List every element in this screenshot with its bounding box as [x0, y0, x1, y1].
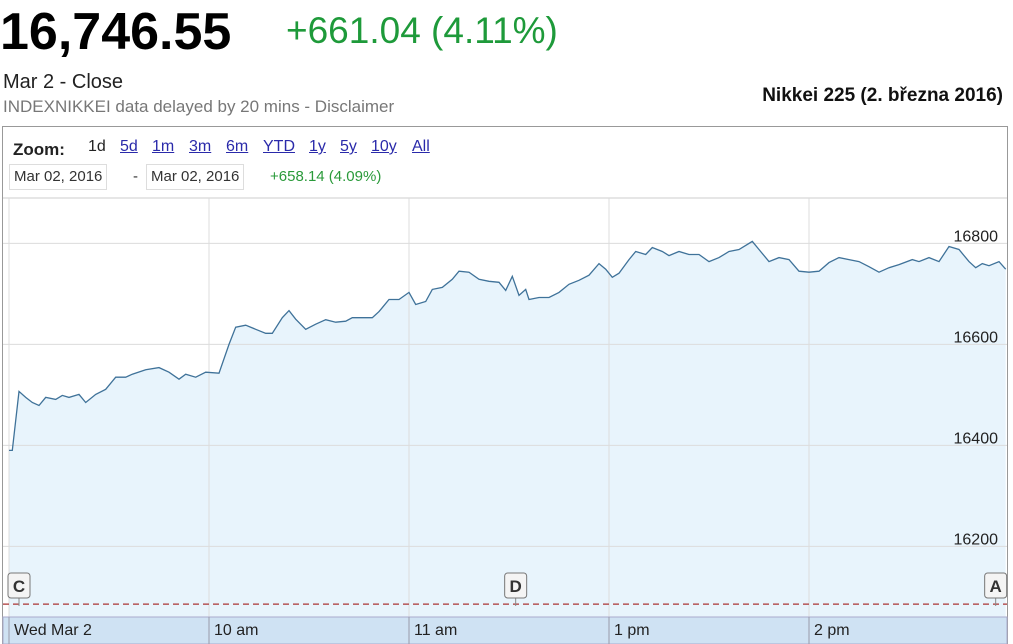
zoom-option[interactable]: 6m [226, 138, 249, 155]
zoom-option[interactable]: 3m [189, 138, 212, 155]
zoom-option[interactable]: All [412, 138, 430, 155]
zoom-option[interactable]: 5d [120, 138, 138, 155]
zoom-option[interactable]: 5y [340, 138, 357, 155]
area [9, 241, 1006, 617]
flag-label: C [13, 577, 25, 596]
zoom-option[interactable]: 1y [309, 138, 326, 155]
price-change: +661.04 (4.11%) [286, 10, 558, 51]
flag-label: A [990, 577, 1002, 596]
flag [504, 572, 528, 599]
y-tick-label: 16800 [954, 228, 999, 245]
caption: Nikkei 225 (2. března 2016) [762, 85, 1003, 106]
x-tick-label: 10 am [214, 622, 258, 639]
x-tick-label: 1 pm [614, 622, 650, 639]
chart-frame [2, 126, 1008, 644]
date-from[interactable]: Mar 02, 2016 [9, 164, 108, 190]
session: Mar 2 - Close [3, 71, 124, 93]
range-change: +658.14 (4.09%) [270, 168, 382, 185]
flag [984, 572, 1008, 599]
source: INDEXNIKKEI data delayed by 20 mins - Di… [3, 97, 395, 116]
zoom-option[interactable]: YTD [263, 138, 295, 155]
zoom-label: Zoom: [13, 140, 65, 159]
date-separator: - [133, 168, 138, 185]
y-tick-label: 16400 [954, 430, 999, 447]
zoom-option[interactable]: 10y [371, 138, 397, 155]
price: 16,746.55 [0, 3, 232, 61]
flag [7, 572, 31, 599]
y-tick-label: 16200 [954, 531, 999, 548]
x-tick-label: 11 am [414, 622, 457, 639]
x-axis-band [2, 616, 1008, 644]
date-to[interactable]: Mar 02, 2016 [146, 164, 245, 190]
price-line [9, 240, 1007, 452]
y-tick-label: 16600 [954, 329, 999, 346]
zoom-option[interactable]: 1m [152, 138, 175, 155]
x-tick-label: 2 pm [814, 622, 850, 639]
x-tick-label: Wed Mar 2 [14, 622, 92, 639]
flag-label: D [510, 577, 522, 596]
zoom-option[interactable]: 1d [88, 138, 106, 155]
